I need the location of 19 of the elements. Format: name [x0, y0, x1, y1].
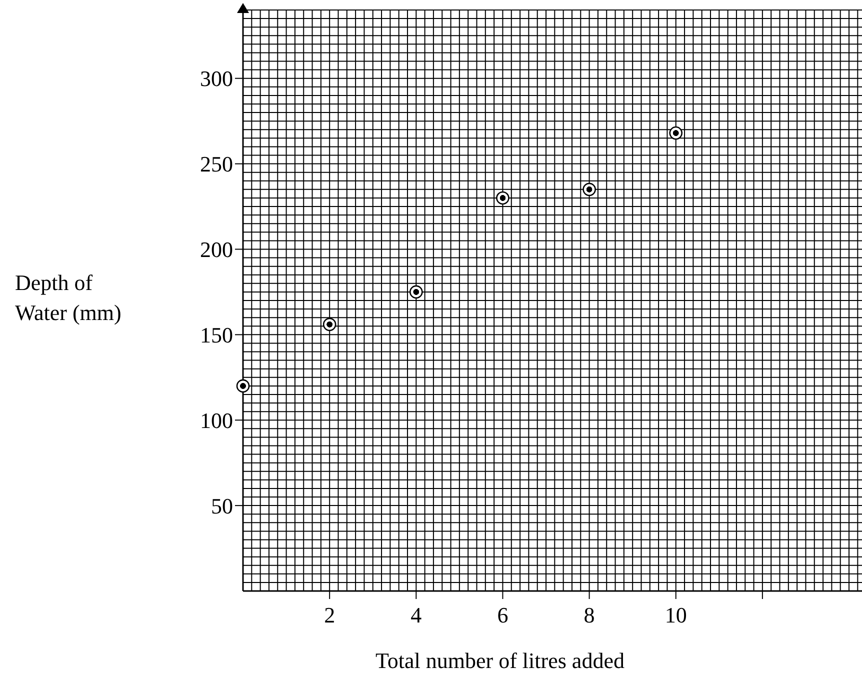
x-tick-label: 10: [664, 602, 687, 628]
y-tick-label: 150: [200, 322, 233, 348]
x-tick-label: 8: [584, 602, 595, 628]
x-tick-label: 4: [410, 602, 422, 628]
y-tick-label: 250: [200, 152, 233, 177]
y-tick-label: 50: [211, 493, 233, 518]
x-tick-label: 6: [497, 602, 508, 628]
point: [409, 285, 423, 299]
point: [496, 191, 510, 205]
x-tick-label: 2: [324, 602, 336, 628]
x-axis-title: Total number of litres added: [376, 648, 624, 673]
point: [669, 126, 683, 140]
y-tick-label: 100: [200, 408, 233, 433]
point: [582, 182, 596, 196]
y-tick-label: 300: [200, 66, 233, 92]
y-tick-label: 200: [200, 237, 233, 262]
point: [236, 379, 250, 393]
y-axis-title: Depth of Water (mm): [15, 270, 122, 325]
point: [322, 318, 336, 332]
